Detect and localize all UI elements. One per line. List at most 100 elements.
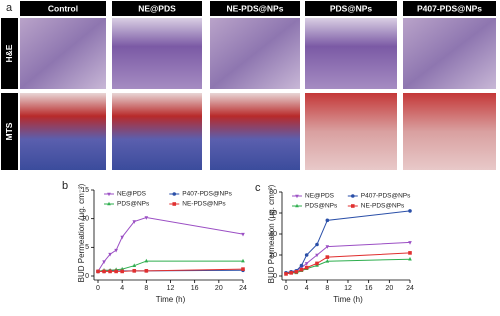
y-axis-label: BUD Permeation (μg. cm⁻²) [77,183,86,282]
column-header: NE-PDS@NPs [227,3,284,13]
x-tick-label: 0 [96,285,100,292]
x-tick-label: 4 [305,285,309,292]
x-tick-label: 12 [167,285,175,292]
y-tick-label: 0 [273,273,277,280]
row-header-box [1,93,18,170]
legend-marker [351,204,355,208]
data-point [294,270,299,274]
legend-marker [295,203,299,208]
data-point [144,216,149,220]
data-point [408,209,412,213]
x-tick-label: 24 [239,285,247,292]
panel-label: c [255,182,261,194]
row-header: H&E [4,44,14,62]
x-axis-label: Time (h) [333,295,363,304]
histology-image [112,93,202,170]
row-header-box [1,18,18,89]
legend-marker [295,194,299,199]
legend-label: NE@PDS [117,191,147,198]
column-header-box [305,1,397,16]
x-tick-label: 8 [325,285,329,292]
x-axis-label: Time (h) [156,295,186,304]
x-tick-label: 0 [284,285,288,292]
histology-image [112,18,202,89]
data-point [315,242,319,247]
histology-image [403,93,496,170]
column-header-box [112,1,202,16]
y-axis-label: BUD Permeation (μg. cm⁻²) [267,184,276,283]
histology-image [20,18,106,89]
column-header: NE@PDS [138,3,176,13]
data-point [144,258,149,263]
y-tick-label: 60 [269,210,277,217]
histology-image [20,93,106,170]
data-point [114,248,118,253]
data-point [108,269,112,274]
data-point [304,265,309,270]
data-point [284,272,288,276]
column-header: P407-PDS@NPs [417,3,482,13]
data-point [325,218,330,223]
series-line [97,217,244,272]
data-point [241,232,245,237]
panel-label: b [62,180,68,192]
column-header-box [210,1,300,16]
histology-image [305,18,397,89]
row-header: MTS [4,122,14,140]
legend-marker [351,194,355,198]
data-point [325,259,330,263]
data-point [315,253,319,258]
series-line [285,252,411,275]
data-point [304,253,309,257]
histology-image [210,18,300,89]
legend-marker [107,192,111,197]
x-tick-label: 4 [120,285,124,292]
x-tick-label: 16 [365,285,373,292]
data-point [241,267,245,271]
column-header: Control [48,3,78,13]
x-tick-label: 24 [406,285,414,292]
legend-label: PDS@NPs [117,201,150,208]
data-point [299,263,304,268]
y-tick-label: 80 [269,189,277,196]
data-point [96,269,100,274]
data-point [120,269,124,274]
x-tick-label: 20 [385,285,393,292]
data-point [408,251,412,255]
legend-label: NE-PDS@NPs [361,203,405,210]
data-point [132,269,137,273]
data-point [120,266,124,271]
data-point [408,256,412,261]
legend-marker [107,201,111,206]
legend-label: P407-PDS@NPs [182,191,232,198]
column-header: PDS@NPs [330,3,373,13]
data-point [315,261,319,266]
column-header-box [403,1,496,16]
y-tick-label: 20 [269,252,277,259]
y-tick-label: 40 [269,231,277,238]
y-tick-label: 5 [85,244,89,251]
legend-marker [172,192,177,196]
data-point [132,263,137,267]
histology-image [305,93,397,170]
data-point [132,220,137,224]
data-point [325,245,330,249]
legend-label: P407-PDS@NPs [361,193,411,200]
legend-label: NE@PDS [305,193,335,200]
legend-label: NE-PDS@NPs [182,201,226,208]
data-point [408,241,412,245]
data-point [120,235,124,240]
series-line [285,210,411,274]
data-point [304,262,309,266]
y-tick-label: 0 [85,273,89,280]
data-point [241,258,245,263]
series-line [285,258,411,275]
data-point [102,260,106,264]
x-tick-label: 12 [344,285,352,292]
histology-image [210,93,300,170]
panel-label: a [6,2,13,14]
data-point [114,269,118,274]
histology-image [403,18,496,89]
data-point [299,267,304,272]
